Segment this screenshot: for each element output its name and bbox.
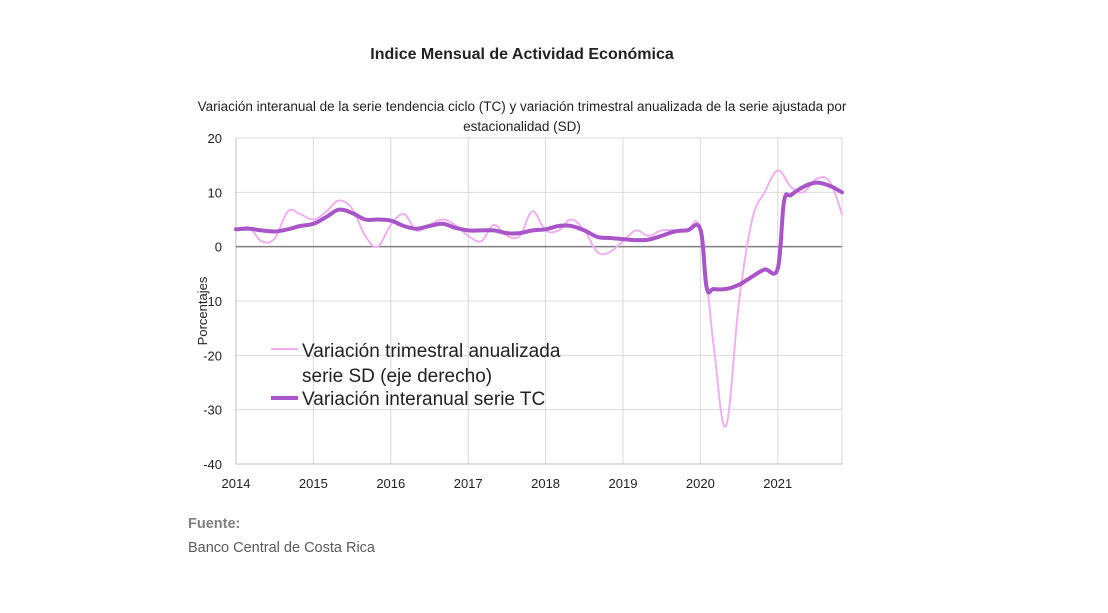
source-text: Banco Central de Costa Rica	[188, 540, 375, 556]
series-lines	[234, 169, 844, 428]
x-tick-label: 2019	[609, 476, 638, 491]
chart-subtitle: Variación interanual de la serie tendenc…	[197, 99, 847, 134]
chart-title: Indice Mensual de Actividad Económica	[370, 46, 674, 63]
legend-label-sd-line2: serie SD (eje derecho)	[302, 366, 492, 387]
x-tick-label: 2020	[686, 476, 715, 491]
legend-label-tc: Variación interanual serie TC	[302, 389, 545, 410]
y-tick-label: -20	[203, 348, 222, 363]
y-axis-label: Porcentajes	[195, 276, 210, 345]
y-tick-label: -10	[203, 294, 222, 309]
grid-lines	[236, 137, 843, 464]
y-tick-label: 10	[208, 185, 222, 200]
y-tick-label: -30	[203, 403, 222, 418]
legend-label-sd-line1: Variación trimestral anualizada	[302, 341, 561, 362]
x-tick-labels: 2014 2015 2016 2017 2018 2019 2020 2021	[222, 476, 793, 491]
y-tick-label: -40	[203, 457, 222, 472]
series-line-tc	[234, 180, 844, 295]
source-title: Fuente:	[188, 516, 241, 532]
y-tick-label: 20	[208, 131, 222, 146]
x-tick-label: 2021	[763, 476, 792, 491]
y-tick-labels: 20 10 0 -10 -20 -30 -40	[203, 131, 222, 472]
x-tick-label: 2018	[531, 476, 560, 491]
x-tick-label: 2015	[299, 476, 328, 491]
x-tick-label: 2016	[376, 476, 405, 491]
legend: Variación trimestral anualizada serie SD…	[271, 341, 561, 410]
axes	[235, 138, 842, 465]
y-tick-label: 0	[215, 240, 222, 255]
x-tick-label: 2017	[454, 476, 483, 491]
x-tick-label: 2014	[222, 476, 251, 491]
